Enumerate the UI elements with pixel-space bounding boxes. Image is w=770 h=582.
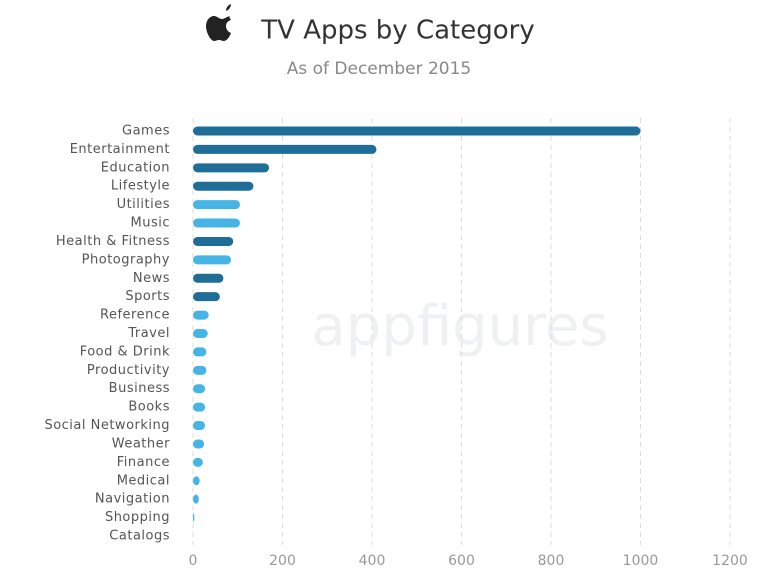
bar (193, 200, 240, 210)
y-tick-label: Reference (100, 308, 170, 323)
y-tick-label: Weather (112, 436, 170, 451)
y-tick-label: Entertainment (70, 142, 170, 157)
y-tick-label: Social Networking (44, 418, 170, 433)
bar (193, 347, 207, 357)
bar (193, 439, 205, 449)
y-tick-label: Photography (82, 252, 170, 267)
watermark: appfigures (311, 294, 608, 359)
bar (193, 329, 208, 338)
y-tick-label: Games (122, 124, 170, 139)
y-tick-label: Shopping (105, 510, 170, 525)
y-tick-label: Music (131, 216, 171, 231)
bar (193, 273, 224, 283)
y-tick-label: Lifestyle (111, 179, 170, 194)
apple-logo (206, 4, 231, 41)
y-tick-label: Travel (127, 326, 170, 341)
chart-subtitle: As of December 2015 (287, 59, 472, 79)
bar (193, 236, 234, 246)
y-tick-label: Catalogs (109, 529, 170, 544)
y-tick-label: Productivity (87, 363, 170, 378)
y-tick-label: Health & Fitness (56, 234, 170, 249)
bar (193, 365, 207, 375)
bar (193, 163, 270, 173)
x-tick-label: 1200 (712, 553, 748, 569)
y-tick-label: News (133, 271, 170, 286)
y-tick-label: Medical (117, 473, 170, 488)
bar (193, 457, 203, 467)
x-tick-label: 800 (538, 553, 565, 569)
bar (193, 218, 240, 228)
y-tick-label: Utilities (117, 197, 170, 212)
bar (193, 384, 206, 394)
y-tick-label: Sports (125, 289, 170, 304)
bar (193, 494, 199, 504)
y-tick-label: Business (109, 381, 170, 396)
bar (193, 513, 195, 523)
bar (193, 292, 220, 302)
x-tick-label: 0 (189, 553, 198, 569)
bar (193, 421, 206, 431)
y-tick-label: Education (101, 160, 170, 175)
y-tick-label: Navigation (95, 492, 170, 507)
bar (193, 402, 206, 412)
x-tick-label: 1000 (623, 553, 659, 569)
bar (193, 476, 200, 486)
bar (193, 126, 641, 136)
x-tick-label: 400 (359, 553, 386, 569)
bar (193, 255, 232, 265)
y-tick-label: Finance (117, 455, 170, 470)
x-tick-label: 600 (448, 553, 475, 569)
bar (193, 181, 254, 191)
chart-title: TV Apps by Category (260, 16, 534, 46)
bar (193, 310, 209, 320)
x-tick-label: 200 (269, 553, 296, 569)
bar (193, 144, 377, 154)
y-tick-label: Food & Drink (80, 344, 170, 359)
y-tick-label: Books (128, 400, 170, 415)
